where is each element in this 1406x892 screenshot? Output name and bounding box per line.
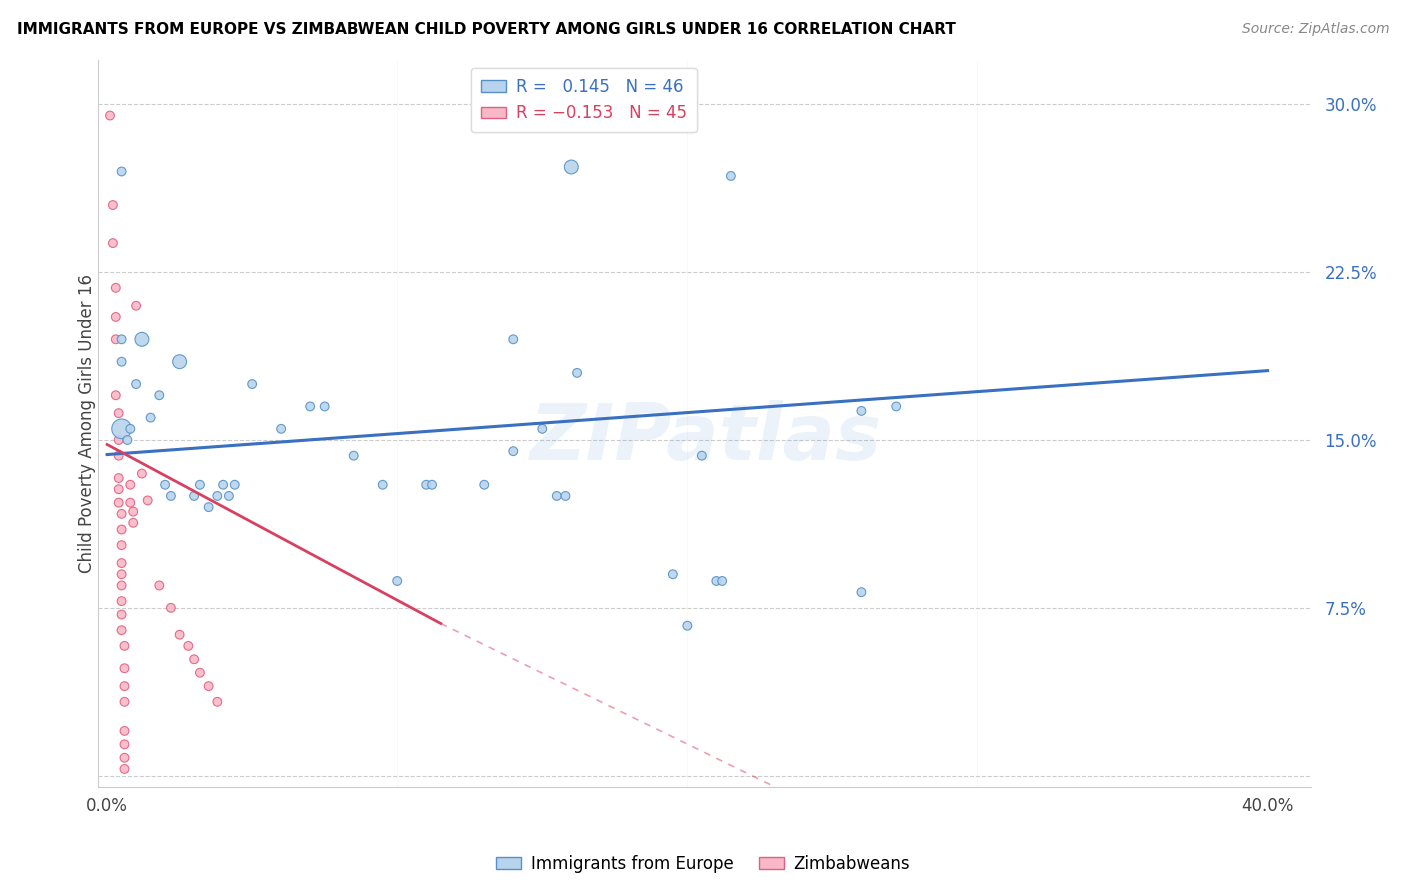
Point [110, 578, 132, 592]
Point [169, 628, 191, 642]
Point [183, 489, 205, 503]
Point [502, 444, 524, 458]
Point [884, 400, 907, 414]
Point [107, 433, 129, 447]
Point [107, 482, 129, 496]
Point [107, 471, 129, 485]
Point [711, 574, 734, 588]
Point [110, 567, 132, 582]
Point [101, 198, 124, 212]
Legend: Immigrants from Europe, Zimbabweans: Immigrants from Europe, Zimbabweans [489, 848, 917, 880]
Point [197, 679, 219, 693]
Point [472, 477, 495, 491]
Point [110, 354, 132, 368]
Point [148, 388, 170, 402]
Point [107, 406, 129, 420]
Point [160, 489, 183, 503]
Point [110, 607, 132, 622]
Point [107, 449, 129, 463]
Text: IMMIGRANTS FROM EUROPE VS ZIMBABWEAN CHILD POVERTY AMONG GIRLS UNDER 16 CORRELAT: IMMIGRANTS FROM EUROPE VS ZIMBABWEAN CHI… [17, 22, 956, 37]
Point [502, 332, 524, 346]
Point [131, 332, 153, 346]
Point [139, 410, 162, 425]
Point [554, 489, 576, 503]
Point [114, 695, 136, 709]
Point [101, 236, 124, 251]
Point [299, 400, 322, 414]
Point [546, 489, 568, 503]
Point [120, 422, 142, 436]
Point [704, 574, 727, 588]
Point [183, 652, 205, 666]
Point [110, 507, 132, 521]
Point [114, 737, 136, 751]
Point [131, 467, 153, 481]
Point [224, 477, 246, 491]
Point [565, 366, 588, 380]
Point [662, 567, 685, 582]
Point [104, 332, 127, 346]
Point [690, 449, 713, 463]
Point [114, 750, 136, 764]
Point [177, 639, 200, 653]
Point [851, 585, 873, 599]
Point [270, 422, 292, 436]
Point [117, 433, 139, 447]
Point [125, 377, 148, 392]
Point [110, 556, 132, 570]
Point [188, 665, 211, 680]
Point [240, 377, 263, 392]
Point [188, 477, 211, 491]
Point [169, 354, 191, 368]
Point [98, 109, 121, 123]
Point [120, 496, 142, 510]
Point [371, 477, 394, 491]
Point [676, 618, 699, 632]
Point [110, 594, 132, 608]
Point [110, 422, 132, 436]
Point [110, 538, 132, 552]
Point [207, 695, 229, 709]
Point [104, 310, 127, 324]
Point [314, 400, 336, 414]
Point [207, 489, 229, 503]
Legend: R =   0.145   N = 46, R = −0.153   N = 45: R = 0.145 N = 46, R = −0.153 N = 45 [471, 68, 696, 132]
Text: Source: ZipAtlas.com: Source: ZipAtlas.com [1241, 22, 1389, 37]
Point [107, 496, 129, 510]
Point [531, 422, 554, 436]
Point [114, 639, 136, 653]
Point [136, 493, 159, 508]
Point [114, 762, 136, 776]
Y-axis label: Child Poverty Among Girls Under 16: Child Poverty Among Girls Under 16 [79, 274, 96, 573]
Point [114, 679, 136, 693]
Point [110, 164, 132, 178]
Point [343, 449, 366, 463]
Point [153, 477, 176, 491]
Point [160, 600, 183, 615]
Point [104, 281, 127, 295]
Point [148, 578, 170, 592]
Point [110, 523, 132, 537]
Point [114, 723, 136, 738]
Point [387, 574, 409, 588]
Point [560, 160, 582, 174]
Point [122, 516, 145, 530]
Point [197, 500, 219, 515]
Point [420, 477, 443, 491]
Point [212, 477, 235, 491]
Point [120, 477, 142, 491]
Point [110, 624, 132, 638]
Point [104, 388, 127, 402]
Point [851, 404, 873, 418]
Point [415, 477, 437, 491]
Text: ZIPatlas: ZIPatlas [529, 400, 882, 475]
Point [114, 661, 136, 675]
Point [125, 299, 148, 313]
Point [720, 169, 742, 183]
Point [122, 505, 145, 519]
Point [110, 332, 132, 346]
Point [218, 489, 240, 503]
